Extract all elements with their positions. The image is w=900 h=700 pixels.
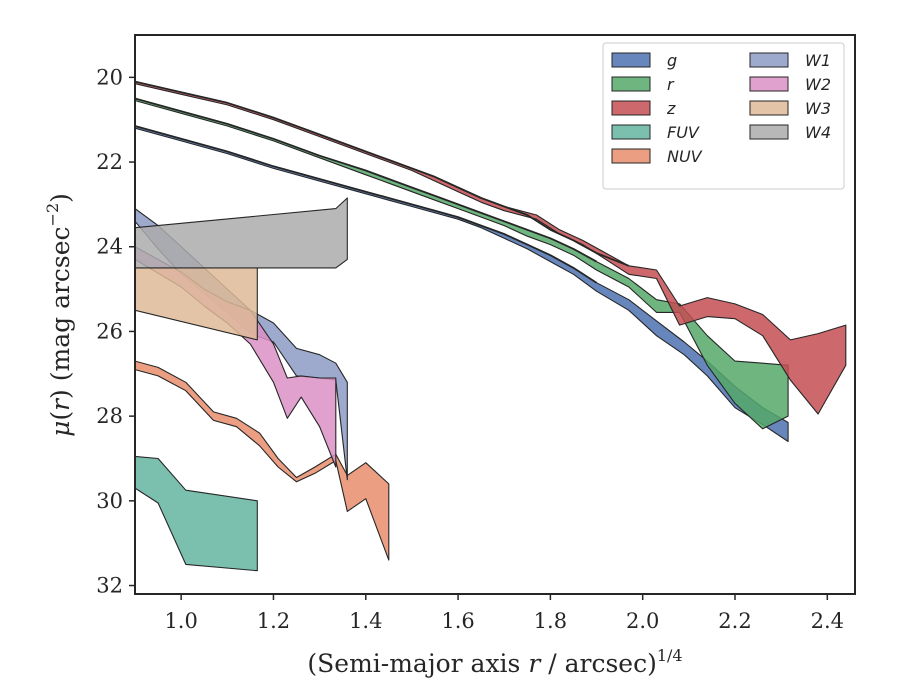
legend-swatch-g [611,52,651,68]
legend-swatch-w1 [749,52,789,68]
y-axis: 20 22 24 26 28 30 32 [96,65,135,598]
legend-label-w3: W3 [805,99,831,118]
y-axis-title: μ(r) (mag arcsec−2) [43,193,75,437]
legend-label-z: z [666,99,676,118]
band-nuv [135,360,390,561]
legend-swatch-fuv [611,124,651,140]
y-tick-label: 26 [96,319,123,343]
legend-label-w4: W4 [805,123,831,142]
profile-line-layer [135,80,630,284]
y-tick-label: 24 [96,235,123,259]
x-tick-label: 1.4 [349,609,382,633]
legend-label-r: r [667,75,675,94]
profile-line-3 [135,125,597,284]
plot-frame [134,34,856,595]
x-tick-label: 1.6 [441,609,474,633]
legend-swatch-z [611,100,651,116]
x-tick-label: 2.0 [626,609,659,633]
band-fuv [135,455,258,572]
legend-swatch-w2 [749,76,789,92]
x-tick-label: 1.2 [257,609,290,633]
band-w4 [135,197,348,269]
legend-label-nuv: NUV [667,147,703,166]
profile-line-1 [135,80,630,267]
legend-label-fuv: FUV [667,123,700,142]
x-tick-label: 2.2 [718,609,751,633]
x-tick-label: 1.8 [534,609,567,633]
y-tick-label: 22 [96,150,123,174]
legend-label-w2: W2 [805,75,831,94]
x-axis-title: (Semi-major axis r / arcsec)1/4 [307,646,682,678]
profile-line-2 [135,97,597,263]
y-tick-label: 20 [96,65,123,89]
y-tick-label: 28 [96,404,123,428]
legend-swatch-w3 [749,100,789,116]
y-tick-label: 32 [96,574,123,598]
x-tick-label: 1.0 [164,609,197,633]
legend-swatch-r [611,76,651,92]
legend-swatch-w4 [749,124,789,140]
legend: grz FUV NUV W1 W2 W3 W4 [602,42,845,190]
x-axis: 1.0 1.2 1.4 1.6 1.8 2.0 2.2 2.4 [164,594,844,633]
legend-label-w1: W1 [805,51,831,70]
legend-swatch-nuv [611,148,651,164]
legend-label-g: g [667,51,677,70]
y-tick-label: 30 [96,489,123,513]
x-tick-label: 2.4 [811,609,844,633]
